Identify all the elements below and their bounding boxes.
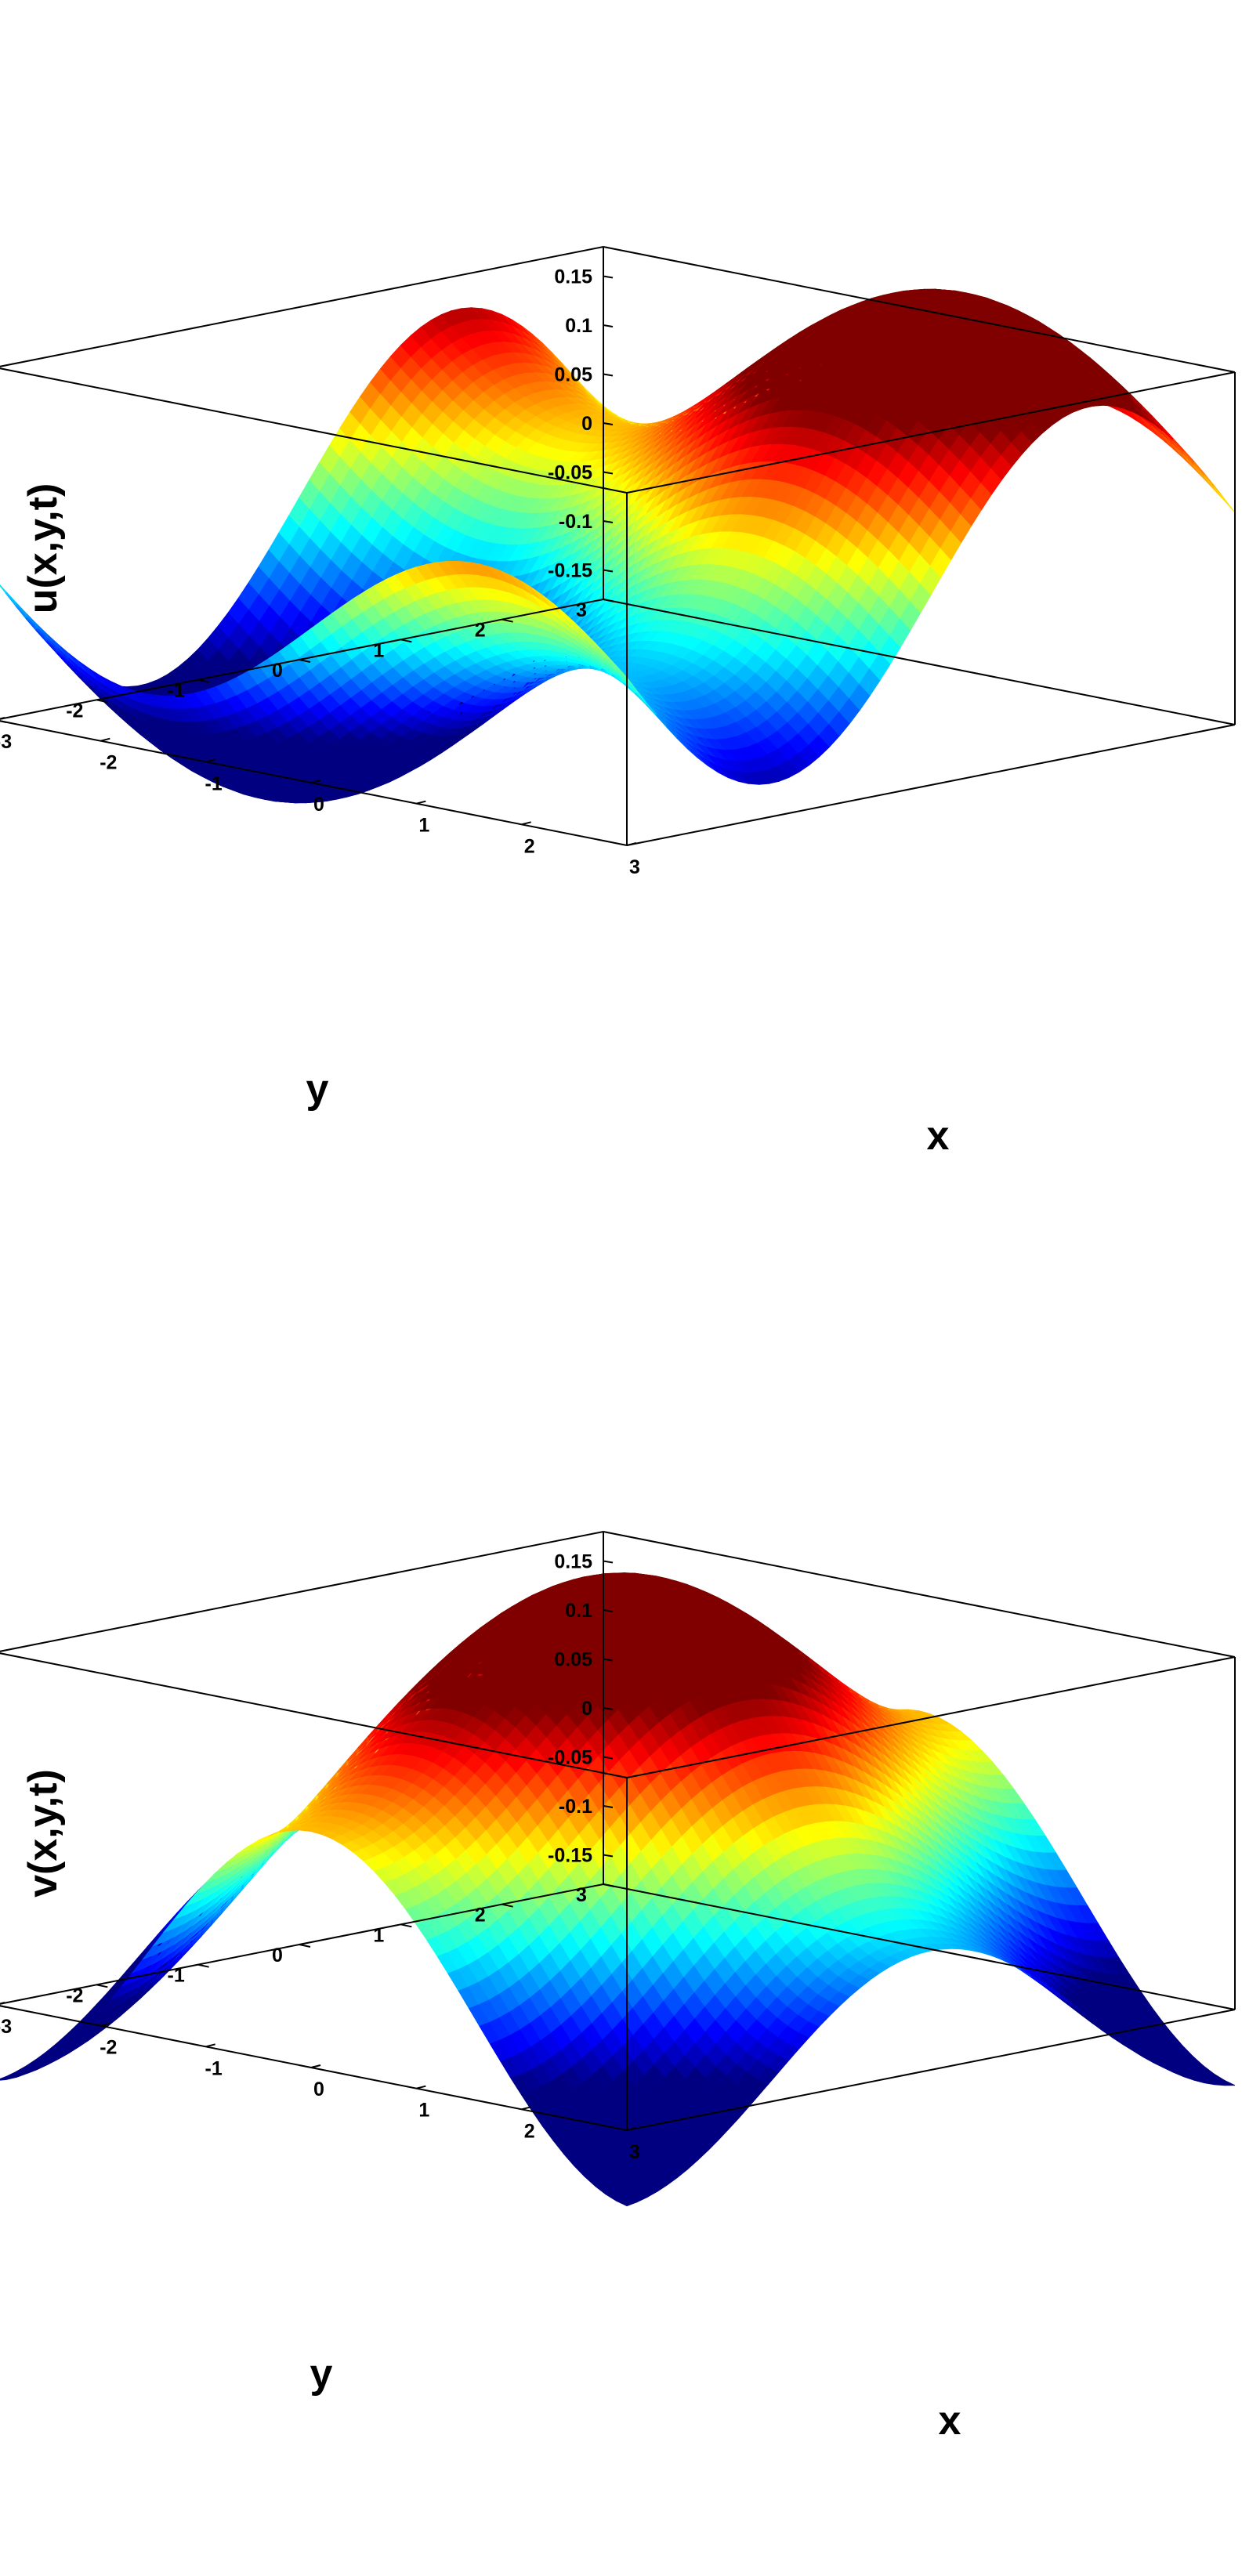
z-tick-label: 0.05 — [554, 364, 592, 386]
x-tick-label: 1 — [418, 815, 429, 837]
z-tick-label: -0.05 — [548, 462, 592, 484]
y-tick-label: -1 — [168, 680, 185, 702]
y-tick-label: 3 — [576, 599, 587, 621]
z-axis-label-u: u(x,y,t) — [20, 483, 66, 614]
z-tick-label: 0.1 — [565, 315, 592, 337]
z-tick-label: 0.15 — [554, 266, 592, 288]
x-axis-label-u: x — [927, 1113, 950, 1159]
z-tick-label: -0.15 — [548, 560, 592, 582]
z-tick-label: -0.1 — [559, 511, 592, 533]
x-tick-label: -1 — [205, 772, 223, 794]
z-tick-label: 0 — [581, 413, 592, 435]
x-tick-label: 2 — [524, 835, 535, 857]
x-tick-label: -3 — [0, 731, 12, 753]
y-tick-label: 0 — [272, 660, 283, 682]
y-tick-label: -2 — [66, 700, 83, 722]
x-tick-label: 3 — [629, 856, 640, 878]
y-axis-label-u: y — [306, 1066, 329, 1112]
y-tick-label: 2 — [475, 620, 486, 642]
x-tick-label: 0 — [313, 794, 324, 816]
y-tick-label: 1 — [373, 639, 384, 661]
x-tick-label: -2 — [100, 752, 117, 774]
